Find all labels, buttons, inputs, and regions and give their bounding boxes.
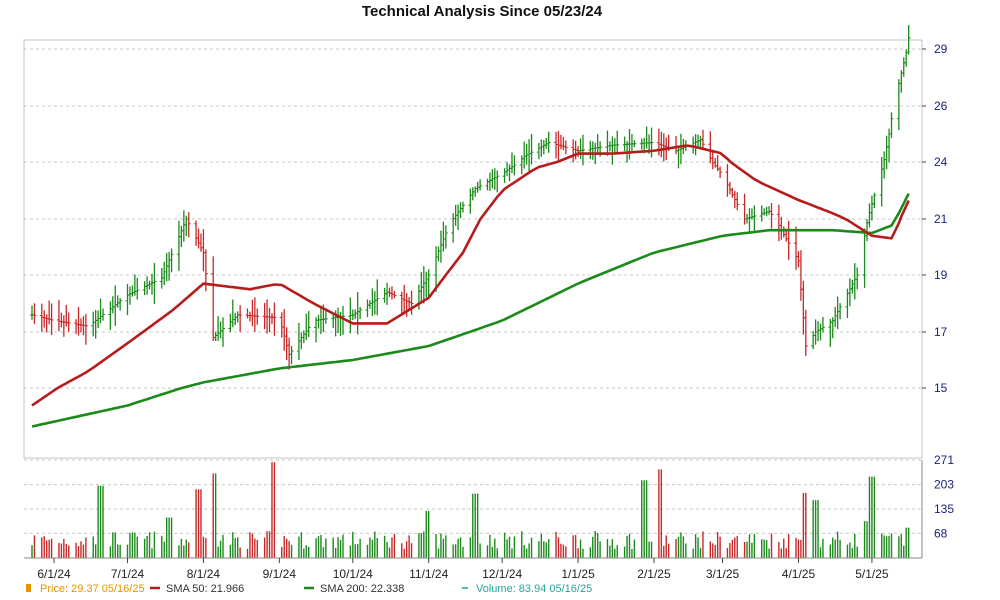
price-panel-frame xyxy=(23,39,923,459)
x-tick-label: 9/1/24 xyxy=(263,567,297,581)
volume-bars xyxy=(31,462,910,558)
x-tick-label: 3/1/25 xyxy=(706,567,740,581)
legend-label: Price: 29.37 05/16/25 xyxy=(40,583,145,595)
legend-label: SMA 200: 22.338 xyxy=(320,583,404,595)
chart-title: Technical Analysis Since 05/23/24 xyxy=(362,3,603,20)
legend-item: SMA 200: 22.338 xyxy=(304,583,404,595)
y-tick-label: 24 xyxy=(934,155,948,169)
legend-item: Price: 29.37 05/16/25 xyxy=(26,583,145,595)
x-tick-label: 8/1/24 xyxy=(187,567,221,581)
axes: 15 17 19 21 24 26 29 271 203 135 68 6/1/24 7/1/24 8/1… xyxy=(24,42,954,581)
legend: Price: 29.37 05/16/25 SMA 50: 21.966 SMA 2… xyxy=(26,583,592,595)
y-tick-label: 21 xyxy=(934,212,948,226)
y-tick-label: 29 xyxy=(934,42,948,56)
y-tick-label: 17 xyxy=(934,325,948,339)
y-tick-label: 15 xyxy=(934,381,948,395)
sma-lines xyxy=(31,144,910,428)
x-tick-label: 7/1/24 xyxy=(111,567,145,581)
legend-label: SMA 50: 21.966 xyxy=(166,583,244,595)
x-tick-label: 5/1/25 xyxy=(855,567,889,581)
volume-tick-label: 271 xyxy=(934,453,954,467)
y-tick-label: 19 xyxy=(934,268,948,282)
sma-200-line xyxy=(31,192,910,428)
x-tick-label: 11/1/24 xyxy=(409,567,448,581)
x-tick-label: 4/1/25 xyxy=(782,567,816,581)
volume-tick-label: 135 xyxy=(934,502,954,516)
volume-tick-label: 203 xyxy=(934,478,954,492)
sma-50-line xyxy=(31,144,910,407)
x-tick-label: 6/1/24 xyxy=(37,567,71,581)
volume-tick-label: 68 xyxy=(934,526,948,540)
x-tick-label: 1/1/25 xyxy=(561,567,595,581)
x-tick-label: 12/1/24 xyxy=(482,567,522,581)
x-tick-label: 10/1/24 xyxy=(333,567,373,581)
y-tick-label: 26 xyxy=(934,99,948,113)
price-bars xyxy=(30,25,911,370)
legend-label: Volume: 83.94 05/16/25 xyxy=(476,583,592,595)
legend-item: Volume: 83.94 05/16/25 xyxy=(462,583,592,595)
x-tick-label: 2/1/25 xyxy=(637,567,671,581)
legend-item: SMA 50: 21.966 xyxy=(150,583,244,595)
gridlines xyxy=(24,48,922,534)
legend-swatch xyxy=(26,584,31,592)
